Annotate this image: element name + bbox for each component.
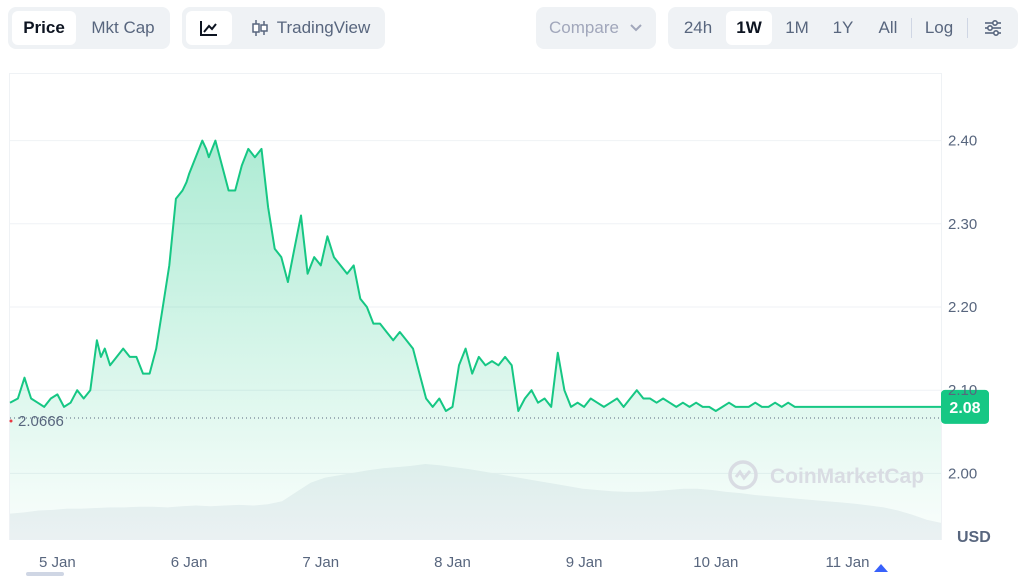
x-tick-label: 5 Jan bbox=[39, 554, 76, 571]
watermark: CoinMarketCap bbox=[728, 460, 924, 490]
y-tick-label: 2.10 bbox=[948, 382, 977, 399]
x-tick-label: 10 Jan bbox=[693, 554, 738, 571]
currency-label: USD bbox=[957, 529, 991, 546]
y-tick-label: 2.40 bbox=[948, 133, 977, 150]
reference-price-label: 2.0666 bbox=[18, 413, 64, 430]
range-all[interactable]: All bbox=[878, 18, 898, 37]
tradingview-button[interactable]: TradingView bbox=[240, 11, 380, 45]
tradingview-label: TradingView bbox=[276, 18, 371, 37]
compare-dropdown[interactable]: Compare bbox=[536, 7, 656, 49]
y-tick-label: 2.20 bbox=[948, 299, 977, 316]
scrollbar-thumb[interactable] bbox=[26, 572, 64, 576]
x-tick-label: 9 Jan bbox=[566, 554, 603, 571]
x-tick-label: 11 Jan bbox=[826, 554, 870, 571]
range-1w[interactable]: 1W bbox=[726, 11, 772, 45]
price-line[interactable] bbox=[9, 139, 941, 412]
tab-price[interactable]: Price bbox=[12, 11, 76, 45]
range-1m[interactable]: 1M bbox=[785, 18, 809, 37]
crosshair-marker bbox=[874, 564, 888, 572]
range-selector: 24h 1W 1M 1Y All Log bbox=[668, 7, 1018, 49]
range-24h[interactable]: 24h bbox=[683, 18, 713, 37]
reference-price-dot bbox=[9, 419, 13, 423]
line-chart-button[interactable] bbox=[186, 11, 232, 45]
tab-mkt-cap[interactable]: Mkt Cap bbox=[91, 18, 155, 37]
price-area-fill bbox=[10, 140, 941, 540]
y-tick-label: 2.00 bbox=[948, 465, 977, 482]
settings-button[interactable] bbox=[972, 11, 1014, 45]
sliders-icon bbox=[985, 20, 1001, 36]
line-chart-icon bbox=[200, 21, 217, 36]
x-tick-label: 7 Jan bbox=[302, 554, 339, 571]
candlestick-icon bbox=[251, 20, 268, 36]
view-toggle: Price Mkt Cap bbox=[8, 7, 170, 49]
watermark-text: CoinMarketCap bbox=[770, 465, 924, 488]
current-price-badge bbox=[941, 389, 989, 424]
chart-type-toggle: TradingView bbox=[182, 7, 385, 49]
log-toggle[interactable]: Log bbox=[924, 18, 954, 37]
compare-button[interactable]: Compare bbox=[544, 11, 648, 45]
range-divider bbox=[967, 18, 968, 38]
y-tick-label: 2.30 bbox=[948, 216, 977, 233]
x-tick-label: 6 Jan bbox=[171, 554, 208, 571]
x-tick-label: 8 Jan bbox=[434, 554, 471, 571]
range-divider bbox=[911, 18, 912, 38]
current-price-label: 2.08 bbox=[949, 400, 980, 417]
compare-label: Compare bbox=[549, 18, 619, 37]
chevron-down-icon bbox=[630, 24, 642, 32]
range-1y[interactable]: 1Y bbox=[832, 18, 854, 37]
